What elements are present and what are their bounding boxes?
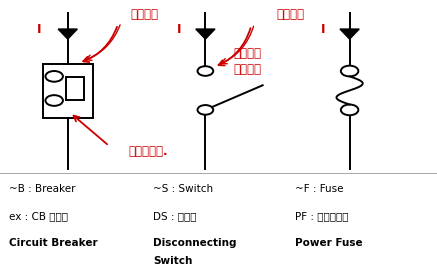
Text: I: I — [37, 23, 42, 36]
Text: ~S : Switch: ~S : Switch — [153, 184, 213, 194]
Text: 소호실있다.: 소호실있다. — [129, 145, 168, 158]
Text: DS : 단로기: DS : 단로기 — [153, 211, 197, 221]
Text: 아크발생: 아크발생 — [130, 8, 158, 21]
Text: I: I — [321, 23, 326, 36]
Polygon shape — [196, 29, 215, 39]
Text: 아크발생: 아크발생 — [277, 8, 305, 21]
Text: ~B : Breaker: ~B : Breaker — [9, 184, 75, 194]
Text: I: I — [177, 23, 181, 36]
Text: 개폐서지
이상전압: 개폐서지 이상전압 — [234, 47, 262, 76]
Text: ex : CB 차단기: ex : CB 차단기 — [9, 211, 68, 221]
Text: Circuit Breaker: Circuit Breaker — [9, 237, 97, 248]
Text: Disconnecting: Disconnecting — [153, 237, 236, 248]
Text: Power Fuse: Power Fuse — [295, 237, 363, 248]
Polygon shape — [58, 29, 77, 39]
Text: Switch: Switch — [153, 256, 192, 266]
Polygon shape — [340, 29, 359, 39]
Text: PF : 전력용퓨즈: PF : 전력용퓨즈 — [295, 211, 348, 221]
Text: ~F : Fuse: ~F : Fuse — [295, 184, 343, 194]
